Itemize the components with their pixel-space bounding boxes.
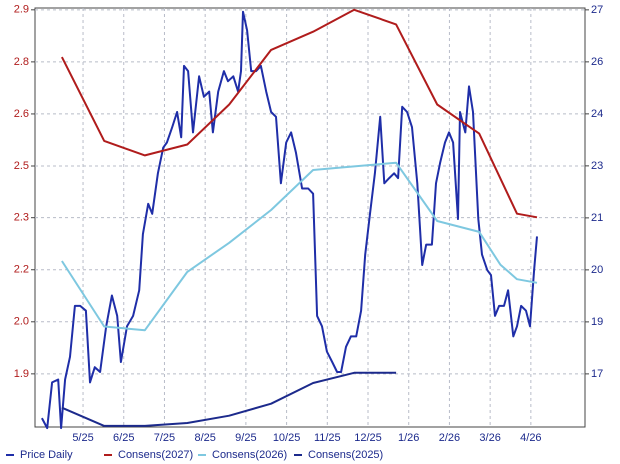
y-tick-label: 2.5 <box>14 160 29 172</box>
y2-tick-label: 17 <box>591 368 603 380</box>
y2-tick-label: 26 <box>591 56 603 68</box>
legend-label: Consens(2027) <box>118 449 193 461</box>
x-tick-label: 6/25 <box>113 432 134 444</box>
y-tick-label: 2.6 <box>14 108 29 120</box>
y2-tick-label: 27 <box>591 4 603 16</box>
plot-area <box>34 7 586 428</box>
legend-label: Consens(2026) <box>212 449 287 461</box>
y2-tick-label: 19 <box>591 316 603 328</box>
x-tick-label: 12/25 <box>354 432 382 444</box>
y-tick-label: 1.9 <box>14 368 29 380</box>
x-tick-label: 4/26 <box>520 432 541 444</box>
series-line <box>61 8 538 219</box>
x-tick-label: 11/25 <box>314 432 341 444</box>
series-line <box>61 371 397 427</box>
x-tick-label: 10/25 <box>273 432 301 444</box>
x-tick-label: 7/25 <box>154 432 175 444</box>
x-tick-label: 5/25 <box>72 432 93 444</box>
y2-tick-label: 21 <box>591 212 603 224</box>
y-tick-label: 2.9 <box>14 4 29 16</box>
x-tick-label: 8/25 <box>194 432 215 444</box>
y-tick-label: 2.3 <box>14 212 29 224</box>
series-line <box>41 10 538 430</box>
y-tick-label: 2.0 <box>14 316 29 328</box>
y2-tick-label: 23 <box>591 160 603 172</box>
y2-tick-label: 24 <box>591 108 603 120</box>
x-tick-label: 2/26 <box>439 432 460 444</box>
legend-label: Price Daily <box>20 449 73 461</box>
x-tick-label: 1/26 <box>398 432 419 444</box>
x-tick-label: 9/25 <box>235 432 256 444</box>
y2-tick-label: 20 <box>591 264 603 276</box>
y-tick-label: 2.8 <box>14 56 29 68</box>
legend-label: Consens(2025) <box>308 449 383 461</box>
y-tick-label: 2.2 <box>14 264 29 276</box>
series-line <box>61 161 538 332</box>
x-tick-label: 3/26 <box>479 432 500 444</box>
